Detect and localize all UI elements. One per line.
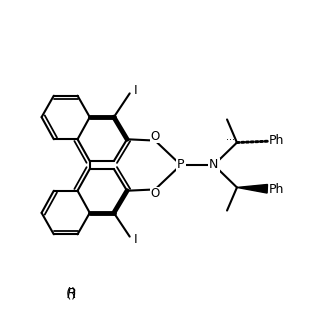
Polygon shape: [237, 184, 268, 193]
Text: Ph: Ph: [269, 182, 284, 196]
Text: P: P: [177, 158, 184, 172]
Text: (: (: [65, 287, 71, 301]
Text: N: N: [209, 158, 218, 172]
Text: Ph: Ph: [269, 134, 284, 148]
Text: R: R: [66, 287, 76, 301]
Text: O: O: [150, 187, 160, 200]
Text: ···: ···: [226, 135, 235, 145]
Text: I: I: [134, 233, 137, 247]
Text: O: O: [150, 130, 160, 143]
Text: ): ): [71, 287, 76, 301]
Text: I: I: [134, 83, 137, 97]
